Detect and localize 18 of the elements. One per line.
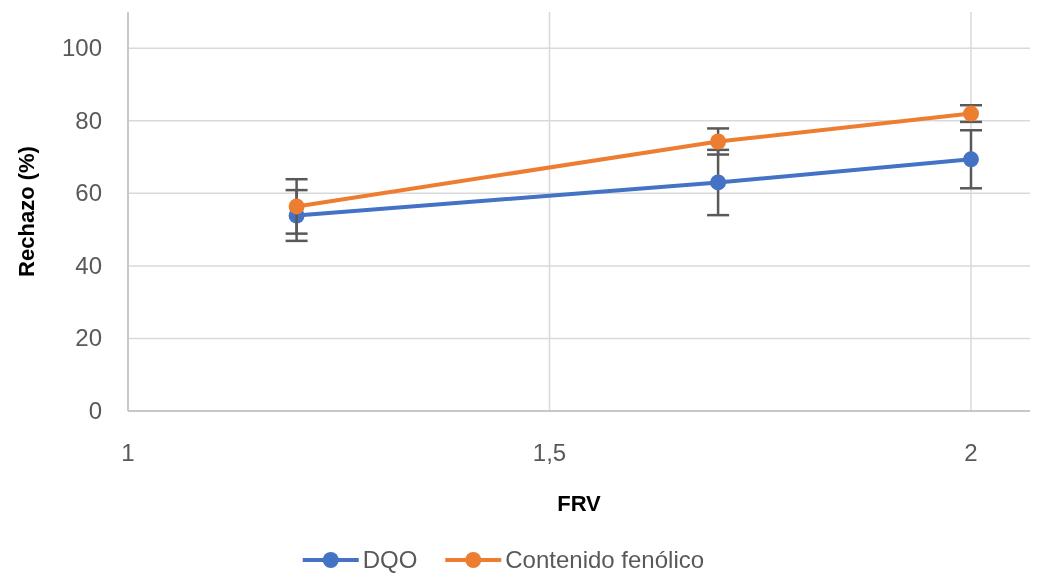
x-tick-label: 1	[121, 439, 135, 466]
point	[710, 174, 727, 191]
y-tick-label: 100	[61, 34, 102, 62]
y-tick-label: 80	[75, 106, 102, 134]
point	[710, 133, 727, 150]
point	[963, 151, 979, 168]
y-axis-title: Rechazo (%)	[14, 146, 39, 277]
legend-label: DQO	[362, 546, 418, 573]
x-axis-title: FRV	[557, 491, 602, 516]
x-tick-label: 2	[964, 439, 978, 466]
legend-label: Contenido fenólico	[505, 546, 705, 573]
y-tick-label: 0	[88, 397, 102, 424]
y-tick-label: 40	[75, 251, 102, 279]
y-tick-label: 60	[75, 179, 102, 207]
y-tick-label: 20	[75, 324, 102, 352]
point	[963, 105, 979, 122]
point	[288, 198, 305, 215]
x-tick-label: 1,5	[532, 439, 567, 466]
